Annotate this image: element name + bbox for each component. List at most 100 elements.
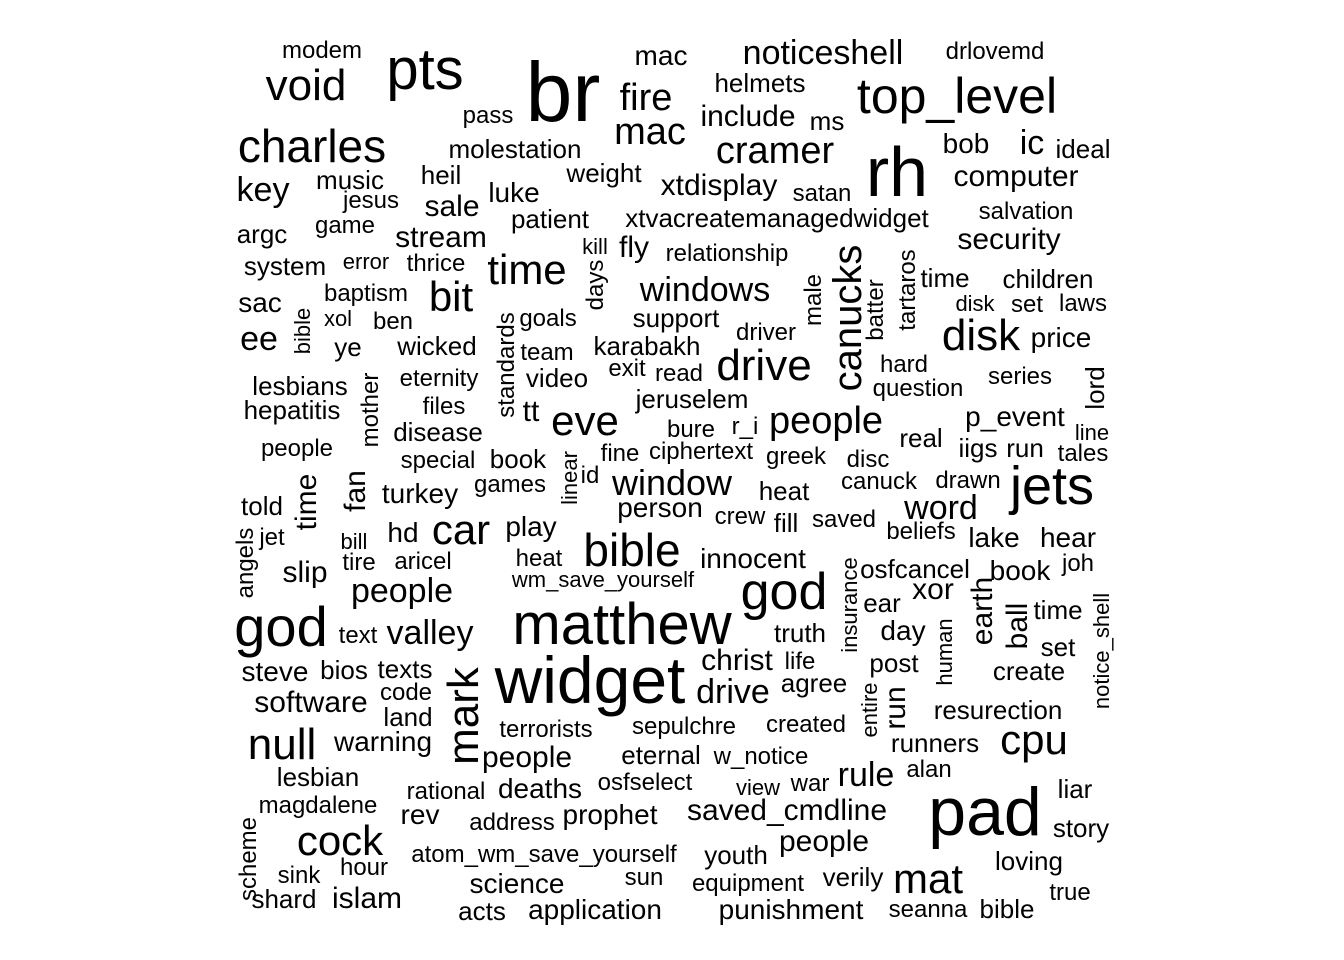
word-lesbians: lesbians [252,371,348,401]
word-entire: entire [857,682,882,738]
word-shard: shard [251,884,317,914]
word-time: time [1033,595,1083,625]
word-disk: disk [955,291,995,316]
word-mat: mat [892,855,964,902]
word-sale: sale [424,190,480,223]
word-joh: joh [1061,550,1095,577]
word-beliefs: beliefs [886,518,956,545]
word-bios: bios [320,655,368,685]
word-time: time [290,473,323,531]
word-team: team [520,339,574,366]
word-bure: bure [666,416,716,443]
word-punishment: punishment [718,894,864,925]
word-linear: linear [557,451,582,505]
word-error: error [342,249,390,274]
word-christ: christ [701,644,773,677]
word-science: science [469,868,565,899]
word-people: people [778,825,870,858]
word-steve: steve [241,656,309,687]
word-saved_cmdline: saved_cmdline [686,794,888,827]
word-earth: earth [966,576,999,646]
word-price: price [1030,322,1092,353]
word-satan: satan [792,180,852,207]
word-greek: greek [765,443,827,470]
word-liar: liar [1057,774,1093,804]
word-id: id [580,462,600,489]
word-post: post [869,648,919,678]
word-null: null [247,720,317,769]
word-window: window [611,462,733,503]
word-salvation: salvation [978,198,1074,225]
word-ic: ic [1019,124,1045,162]
word-car: car [431,506,491,553]
word-prophet: prophet [562,799,658,830]
word-eternal: eternal [621,740,701,770]
word-fan: fan [339,470,372,512]
word-sepulchre: sepulchre [631,713,737,740]
word-people: people [481,741,573,774]
word-book: book [989,555,1051,586]
word-texts: texts [377,654,433,684]
word-modem: modem [281,37,363,64]
word-code: code [379,679,433,706]
word-drlovemd: drlovemd [945,38,1045,65]
word-lesbian: lesbian [276,762,360,792]
word-view: view [735,775,781,800]
word-people: people [260,435,334,462]
word-exit: exit [608,355,646,382]
word-word: word [904,489,978,527]
word-br: br [525,45,601,139]
word-people: people [350,572,454,610]
word-children: children [1002,264,1094,294]
word-god: god [740,563,828,621]
word-ms: ms [809,106,845,136]
word-resurection: resurection [933,695,1063,725]
word-r_i: r_i [731,413,759,440]
word-series: series [987,363,1053,390]
word-disease: disease [393,417,483,447]
word-created: created [765,711,847,738]
word-mac: mac [634,40,688,71]
word-run: run [1006,433,1044,463]
word-aricel: aricel [394,548,452,575]
word-files: files [422,393,466,420]
word-eternity: eternity [399,365,479,392]
word-equipment: equipment [691,870,805,897]
word-mark: mark [439,667,488,765]
word-bible: bible [583,524,681,576]
word-drawn: drawn [935,467,1001,494]
word-days: days [582,259,609,311]
word-lord: lord [1080,366,1110,410]
word-disk: disk [941,311,1021,360]
word-heat: heat [758,476,810,506]
word-people: people [768,400,884,442]
word-stream: stream [395,221,487,254]
word-male: male [800,273,827,327]
word-cock: cock [296,817,384,864]
word-cramer: cramer [715,130,835,172]
word-goals: goals [519,305,577,332]
word-xtvacreatemanagedwidget: xtvacreatemanagedwidget [625,203,929,233]
word-special: special [400,447,476,474]
word-rule: rule [837,756,895,794]
word-lake: lake [968,522,1020,553]
word-xtdisplay: xtdisplay [660,169,778,202]
word-key: key [236,171,290,209]
word-driver: driver [735,319,797,346]
word-runners: runners [890,728,980,758]
word-software: software [254,686,368,719]
word-tales: tales [1057,440,1109,467]
word-cpu: cpu [1000,716,1068,763]
word-xol: xol [323,306,353,331]
word-laws: laws [1058,290,1108,317]
word-disc: disc [846,446,890,473]
word-p_event: p_event [965,401,1065,432]
word-ear: ear [863,588,901,618]
word-hard: hard [879,351,929,378]
word-crew: crew [714,503,766,530]
word-luke: luke [488,177,540,208]
word-osfcancel: osfcancel [860,554,970,584]
word-acts: acts [458,896,506,926]
word-sun: sun [624,864,664,891]
